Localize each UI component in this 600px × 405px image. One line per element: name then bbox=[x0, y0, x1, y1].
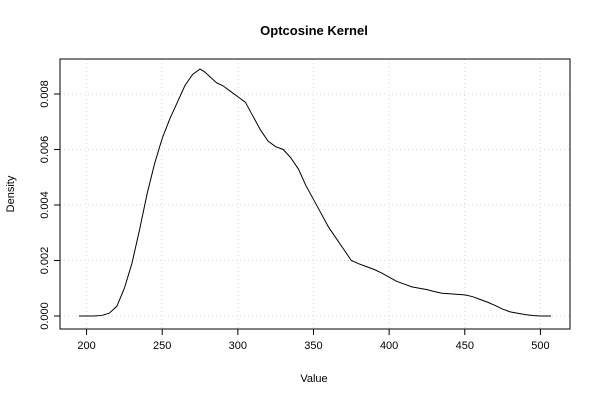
y-tick-label: 0.008 bbox=[39, 80, 51, 108]
plot-area-border bbox=[59, 58, 571, 330]
x-tick-label: 250 bbox=[153, 340, 171, 352]
y-tick-label: 0.002 bbox=[39, 247, 51, 275]
x-tick-label: 500 bbox=[531, 340, 549, 352]
x-tick-label: 200 bbox=[77, 340, 95, 352]
x-tick-label: 350 bbox=[304, 340, 322, 352]
chart-title: Optcosine Kernel bbox=[260, 23, 368, 38]
x-tick-label: 400 bbox=[380, 340, 398, 352]
y-tick-label: 0.004 bbox=[39, 191, 51, 219]
y-tick-label: 0.006 bbox=[39, 136, 51, 164]
x-axis-label: Value bbox=[300, 373, 327, 385]
y-axis-label: Density bbox=[5, 175, 17, 212]
x-tick-label: 450 bbox=[456, 340, 474, 352]
density-curve bbox=[79, 68, 551, 317]
y-tick-label: 0.000 bbox=[39, 302, 51, 330]
y-axis: 0.000 0.002 0.004 0.006 0.008 bbox=[39, 80, 60, 330]
x-tick-label: 300 bbox=[229, 340, 247, 352]
grid-layer bbox=[60, 59, 570, 329]
x-axis: 200 250 300 350 400 450 500 bbox=[77, 329, 550, 352]
